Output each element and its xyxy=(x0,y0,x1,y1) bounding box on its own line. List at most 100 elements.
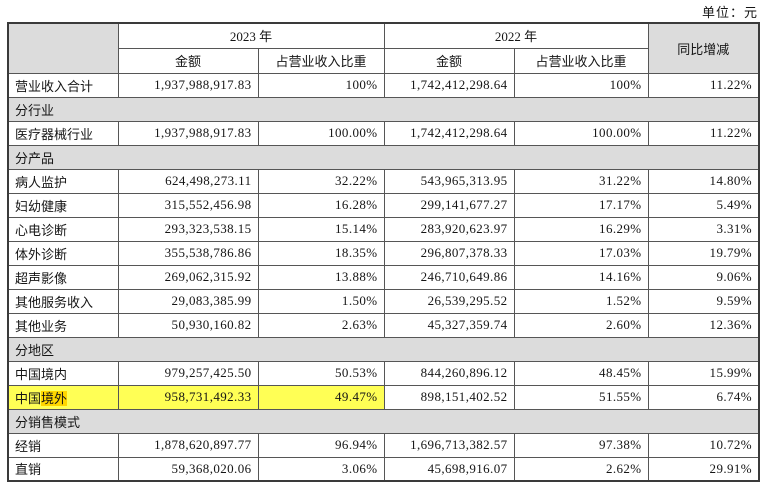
row-label-cell: 中国境外 xyxy=(7,384,119,410)
pct-2022-cell: 100% xyxy=(513,72,649,98)
pct-2023-cell: 1.50% xyxy=(257,288,385,314)
row-label-cell: 病人监护 xyxy=(7,168,119,194)
amount-2023-cell: 59,368,020.06 xyxy=(117,456,259,482)
table-row: 直销 59,368,020.06 3.06% 45,698,916.07 2.62% 29… xyxy=(7,456,760,482)
pct-2022-cell: 2.62% xyxy=(513,456,649,482)
pct-2023-cell: 49.47% xyxy=(257,384,385,410)
yoy-cell: 6.74% xyxy=(647,384,760,410)
table-row: 心电诊断 293,323,538.15 15.14% 283,920,623.97 16… xyxy=(7,216,760,242)
header-pct-2023: 占营业收入比重 xyxy=(257,47,385,74)
table-row: 经销 1,878,620,897.77 96.94% 1,696,713,382.57… xyxy=(7,432,760,458)
amount-2023-cell: 979,257,425.50 xyxy=(117,360,259,386)
header-year-2022: 2022 年 xyxy=(383,22,649,49)
table-row: 妇幼健康 315,552,456.98 16.28% 299,141,677.27 17… xyxy=(7,192,760,218)
yoy-cell: 19.79% xyxy=(647,240,760,266)
table-row: 中国境外 958,731,492.33 49.47% 898,151,402.52 51… xyxy=(7,384,760,410)
amount-2022-cell: 299,141,677.27 xyxy=(383,192,515,218)
table-row: 病人监护 624,498,273.11 32.22% 543,965,313.95 31… xyxy=(7,168,760,194)
amount-2022-cell: 898,151,402.52 xyxy=(383,384,515,410)
pct-2023-cell: 16.28% xyxy=(257,192,385,218)
table-row: 其他业务 50,930,160.82 2.63% 45,327,359.74 2.60%… xyxy=(7,312,760,338)
row-label-cell: 中国境内 xyxy=(7,360,119,386)
table-header: 2023 年 2022 年 同比增减 金额 占营业收入比重 金额 占营业收入比重 xyxy=(7,22,760,74)
yoy-cell: 10.72% xyxy=(647,432,760,458)
pct-2023-cell: 18.35% xyxy=(257,240,385,266)
row-label-cell: 直销 xyxy=(7,456,119,482)
yoy-cell: 29.91% xyxy=(647,456,760,482)
row-label-cell: 其他服务收入 xyxy=(7,288,119,314)
amount-2022-cell: 283,920,623.97 xyxy=(383,216,515,242)
table-row: 医疗器械行业 1,937,988,917.83 100.00% 1,742,412,2… xyxy=(7,120,760,146)
table-row: 其他服务收入 29,083,385.99 1.50% 26,539,295.52 1.5… xyxy=(7,288,760,314)
amount-2022-cell: 844,260,896.12 xyxy=(383,360,515,386)
yoy-cell: 3.31% xyxy=(647,216,760,242)
pct-2023-cell: 15.14% xyxy=(257,216,385,242)
table-body: 营业收入合计 1,937,988,917.83 100% 1,742,412,298.… xyxy=(7,72,760,482)
amount-2022-cell: 543,965,313.95 xyxy=(383,168,515,194)
table-row: 营业收入合计 1,937,988,917.83 100% 1,742,412,298.… xyxy=(7,72,760,98)
amount-2023-cell: 355,538,786.86 xyxy=(117,240,259,266)
row-label-cell: 营业收入合计 xyxy=(7,72,119,98)
amount-2023-cell: 50,930,160.82 xyxy=(117,312,259,338)
yoy-cell: 15.99% xyxy=(647,360,760,386)
row-label-cell: 医疗器械行业 xyxy=(7,120,119,146)
pct-2023-cell: 100% xyxy=(257,72,385,98)
yoy-cell: 9.06% xyxy=(647,264,760,290)
yoy-cell: 14.80% xyxy=(647,168,760,194)
amount-2023-cell: 29,083,385.99 xyxy=(117,288,259,314)
section-row: 分行业 xyxy=(7,96,760,122)
amount-2023-cell: 269,062,315.92 xyxy=(117,264,259,290)
amount-2023-cell: 624,498,273.11 xyxy=(117,168,259,194)
amount-2023-cell: 1,937,988,917.83 xyxy=(117,72,259,98)
pct-2023-cell: 2.63% xyxy=(257,312,385,338)
amount-2023-cell: 958,731,492.33 xyxy=(117,384,259,410)
pct-2022-cell: 97.38% xyxy=(513,432,649,458)
table-row: 中国境内 979,257,425.50 50.53% 844,260,896.12 48… xyxy=(7,360,760,386)
row-label-cell: 超声影像 xyxy=(7,264,119,290)
amount-2022-cell: 1,696,713,382.57 xyxy=(383,432,515,458)
revenue-breakdown-table: 2023 年 2022 年 同比增减 金额 占营业收入比重 金额 占营业收入比重… xyxy=(7,22,761,482)
section-row: 分销售模式 xyxy=(7,408,760,434)
yoy-cell: 11.22% xyxy=(647,72,760,98)
section-label: 分地区 xyxy=(7,336,760,362)
amount-2022-cell: 45,698,916.07 xyxy=(383,456,515,482)
header-year-2023: 2023 年 xyxy=(117,22,385,49)
amount-2022-cell: 246,710,649.86 xyxy=(383,264,515,290)
section-label: 分产品 xyxy=(7,144,760,170)
amount-2023-cell: 1,878,620,897.77 xyxy=(117,432,259,458)
yoy-cell: 9.59% xyxy=(647,288,760,314)
yoy-cell: 11.22% xyxy=(647,120,760,146)
search-term-highlight: 境外 xyxy=(41,390,68,406)
pct-2023-cell: 100.00% xyxy=(257,120,385,146)
pct-2023-cell: 96.94% xyxy=(257,432,385,458)
pct-2023-cell: 13.88% xyxy=(257,264,385,290)
pct-2022-cell: 14.16% xyxy=(513,264,649,290)
header-yoy: 同比增减 xyxy=(647,22,760,74)
table-row: 体外诊断 355,538,786.86 18.35% 296,807,378.33 17… xyxy=(7,240,760,266)
header-pct-2022: 占营业收入比重 xyxy=(513,47,649,74)
pct-2022-cell: 100.00% xyxy=(513,120,649,146)
section-row: 分产品 xyxy=(7,144,760,170)
highlighted-row-label-prefix: 中国 xyxy=(15,390,42,406)
section-label: 分销售模式 xyxy=(7,408,760,434)
amount-2022-cell: 296,807,378.33 xyxy=(383,240,515,266)
amount-2022-cell: 45,327,359.74 xyxy=(383,312,515,338)
header-amount-2023: 金额 xyxy=(117,47,259,74)
unit-label: 单位：元 xyxy=(701,5,758,20)
amount-2023-cell: 293,323,538.15 xyxy=(117,216,259,242)
pct-2022-cell: 31.22% xyxy=(513,168,649,194)
table-row: 超声影像 269,062,315.92 13.88% 246,710,649.86 14… xyxy=(7,264,760,290)
amount-2022-cell: 1,742,412,298.64 xyxy=(383,120,515,146)
amount-2023-cell: 315,552,456.98 xyxy=(117,192,259,218)
header-amount-2022: 金额 xyxy=(383,47,515,74)
pct-2022-cell: 48.45% xyxy=(513,360,649,386)
row-label-cell: 心电诊断 xyxy=(7,216,119,242)
pct-2022-cell: 2.60% xyxy=(513,312,649,338)
pct-2022-cell: 16.29% xyxy=(513,216,649,242)
pct-2022-cell: 51.55% xyxy=(513,384,649,410)
yoy-cell: 12.36% xyxy=(647,312,760,338)
section-row: 分地区 xyxy=(7,336,760,362)
pct-2022-cell: 17.03% xyxy=(513,240,649,266)
row-label-cell: 经销 xyxy=(7,432,119,458)
row-label-cell: 体外诊断 xyxy=(7,240,119,266)
